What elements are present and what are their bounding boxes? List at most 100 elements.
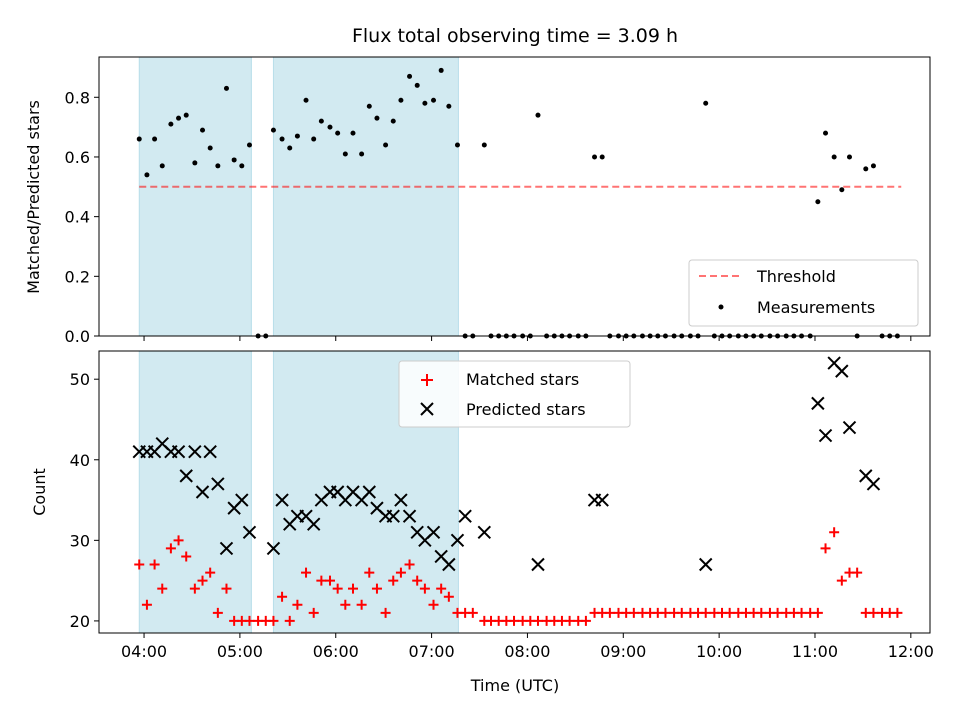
bottom-axes-frame [98,350,931,634]
matched-stars-point [324,575,335,586]
matched-stars-point [509,615,520,626]
predicted-stars-point [450,533,465,548]
x-tick-label: 08:00 [504,642,550,661]
measurement-point [303,97,309,103]
measurement-point [152,136,158,142]
x-tick-label: 12:00 [888,642,934,661]
measurement-point [246,142,252,148]
y-tick-label: 30 [70,531,90,550]
matched-stars-point [189,583,200,594]
measurement-point [223,85,229,91]
measurement-point [374,115,380,121]
matched-stars-point [173,535,184,546]
legend-measurements-swatch [718,304,724,310]
predicted-stars-point [835,364,849,378]
matched-stars-point [284,615,295,626]
legend-threshold-label: Threshold [756,267,836,286]
observing-interval-shade [138,56,252,337]
measurement-point [168,121,174,127]
predicted-stars-point [179,469,193,483]
measurement-point [366,103,372,109]
measurement-point [231,157,237,163]
measurement-point [592,154,598,160]
measurement-point [863,166,869,172]
x-tick-label: 11:00 [792,642,838,661]
predicted-stars-point [235,493,249,507]
predicted-stars-point [266,541,281,556]
measurement-point [183,112,189,118]
predicted-stars-point [195,485,210,499]
predicted-stars-point [306,517,321,531]
predicted-stars-point [402,509,417,523]
y-tick-label: 0.6 [65,148,90,167]
measurement-point [422,100,428,106]
matched-stars-point [532,615,543,626]
matched-stars-point [428,599,439,610]
predicted-stars-point [362,485,376,499]
predicted-stars-point [531,557,545,572]
matched-stars-point [141,599,152,610]
predicted-stars-point [219,541,234,556]
bottom-panel: 20 30 40 50 04:00 05:00 06:00 07:00 08:00 09:00 1… [30,350,934,695]
legend-matched-swatch [421,374,433,386]
matched-stars-point [419,583,430,594]
measurement-point [831,154,837,160]
measurement-point [311,136,317,142]
measurement-point [703,100,709,106]
matched-stars-point [197,575,208,586]
measurement-point [136,136,142,142]
measurement-point [823,130,829,136]
legend-matched-label: Matched stars [466,370,579,389]
measurement-point [327,124,333,130]
matched-stars-point [332,583,343,594]
measurement-point [481,142,487,148]
matched-stars-point [564,615,575,626]
predicted-stars-point [171,445,186,459]
measurement-point [398,97,404,103]
predicted-stars-point [458,509,472,523]
measurement-point [535,112,541,118]
matched-stars-point [829,527,840,538]
matched-stars-point [301,567,312,578]
measurement-point [359,151,365,157]
predicted-stars-point [866,477,881,491]
x-tick-label: 05:00 [217,642,263,661]
predicted-stars-point [394,493,408,507]
legend-predicted-swatch [420,402,434,416]
measurement-point [207,145,213,151]
x-tick-label: 09:00 [600,642,646,661]
measurement-point [192,160,198,166]
matched-stars-point [340,599,351,610]
matched-stars-point [268,615,279,626]
measurement-point [446,103,452,109]
measurement-point [200,127,206,133]
matched-stars-point [820,543,831,554]
measurement-point [390,118,396,124]
predicted-stars-point [477,525,492,539]
matched-stars-point [165,543,176,554]
predicted-stars-point [242,525,257,539]
measurement-point [599,154,605,160]
measurement-point [239,163,245,169]
measurement-point [350,130,356,136]
measurement-point [270,127,276,133]
x-tick-label: 10:00 [696,642,742,661]
predicted-stars-point [386,509,400,523]
measurement-point [815,199,821,205]
measurement-point [414,82,420,88]
measurement-point [279,136,285,142]
matched-stars-point [660,607,671,618]
matched-stars-point [364,567,375,578]
bottom-legend: Matched stars Predicted stars [398,360,631,428]
top-legend: Threshold Measurements [688,259,919,327]
matched-stars-point [356,599,367,610]
measurement-point [839,187,845,193]
measurement-point [342,151,348,157]
matched-stars-point [347,583,358,594]
matched-stars-point [412,575,423,586]
measurement-point [846,154,852,160]
predicted-stars-point [442,557,456,572]
top-axes-frame [98,56,931,337]
matched-stars-point [292,599,303,610]
measurement-point [159,163,165,169]
